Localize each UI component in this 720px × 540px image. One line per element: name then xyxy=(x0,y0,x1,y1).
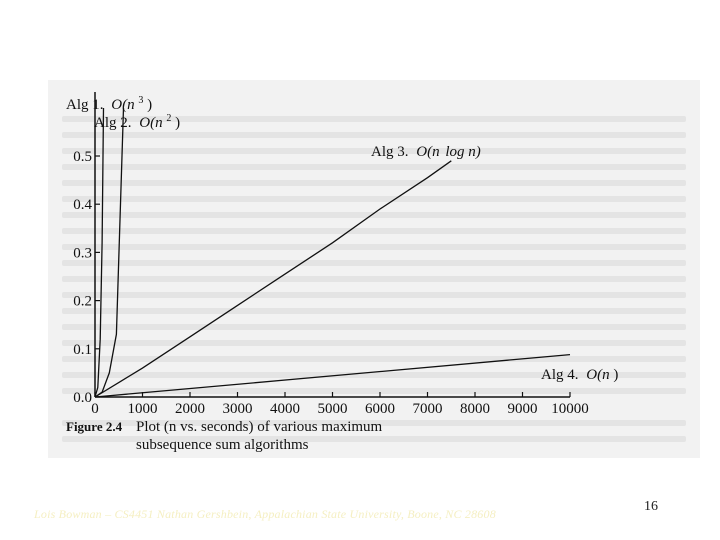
bleed-through-text xyxy=(48,80,700,458)
scanned-figure xyxy=(48,80,700,458)
x-tick-group: 0 1000 2000 3000 4000 5000 6000 7000 8000 9000 100… xyxy=(91,392,589,417)
series-line-alg3 xyxy=(94,160,452,398)
x-tick-label: 5000 xyxy=(318,401,348,417)
series-line-alg4 xyxy=(94,353,571,398)
figure-caption-line2: subsequence sum algorithms xyxy=(136,437,309,453)
x-tick-label: 7000 xyxy=(413,401,443,417)
alg1-label: Alg 1. O(n 3 ) xyxy=(66,91,152,113)
y-tick-label: 0.3 xyxy=(73,245,92,261)
x-tick-label: 0 xyxy=(91,401,99,417)
x-tick-label: 2000 xyxy=(175,401,205,417)
page-number: 16 xyxy=(644,499,658,514)
y-tick-label: 0.2 xyxy=(73,294,92,310)
alg3-label: Alg 3. O(n log n) xyxy=(371,144,481,160)
figure-number: Figure 2.4 xyxy=(66,419,123,434)
x-tick-label: 3000 xyxy=(223,401,253,417)
y-tick-label: 0.0 xyxy=(73,390,92,406)
alg4-label: Alg 4. O(n ) xyxy=(541,367,618,383)
series-group xyxy=(94,107,571,398)
x-tick-label: 6000 xyxy=(365,401,395,417)
y-tick-group: 0.0 0.1 0.2 0.3 0.4 0.5 xyxy=(73,149,100,406)
x-tick-label: 8000 xyxy=(460,401,490,417)
x-tick-label: 4000 xyxy=(270,401,300,417)
axes xyxy=(94,92,570,398)
series-line-alg1 xyxy=(94,107,105,398)
x-tick-label: 10000 xyxy=(551,401,589,417)
footer-text: Lois Bowman – CS4451 Nathan Gershbein, A… xyxy=(34,507,496,521)
figure-caption-line1: Plot (n vs. seconds) of various maximum xyxy=(136,419,383,435)
x-tick-label: 9000 xyxy=(508,401,538,417)
y-tick-label: 0.5 xyxy=(73,149,92,165)
alg2-label: Alg 2. O(n 2 ) xyxy=(94,109,180,131)
y-tick-label: 0.1 xyxy=(73,342,92,358)
x-tick-label: 1000 xyxy=(128,401,158,417)
y-tick-label: 0.4 xyxy=(73,197,92,213)
